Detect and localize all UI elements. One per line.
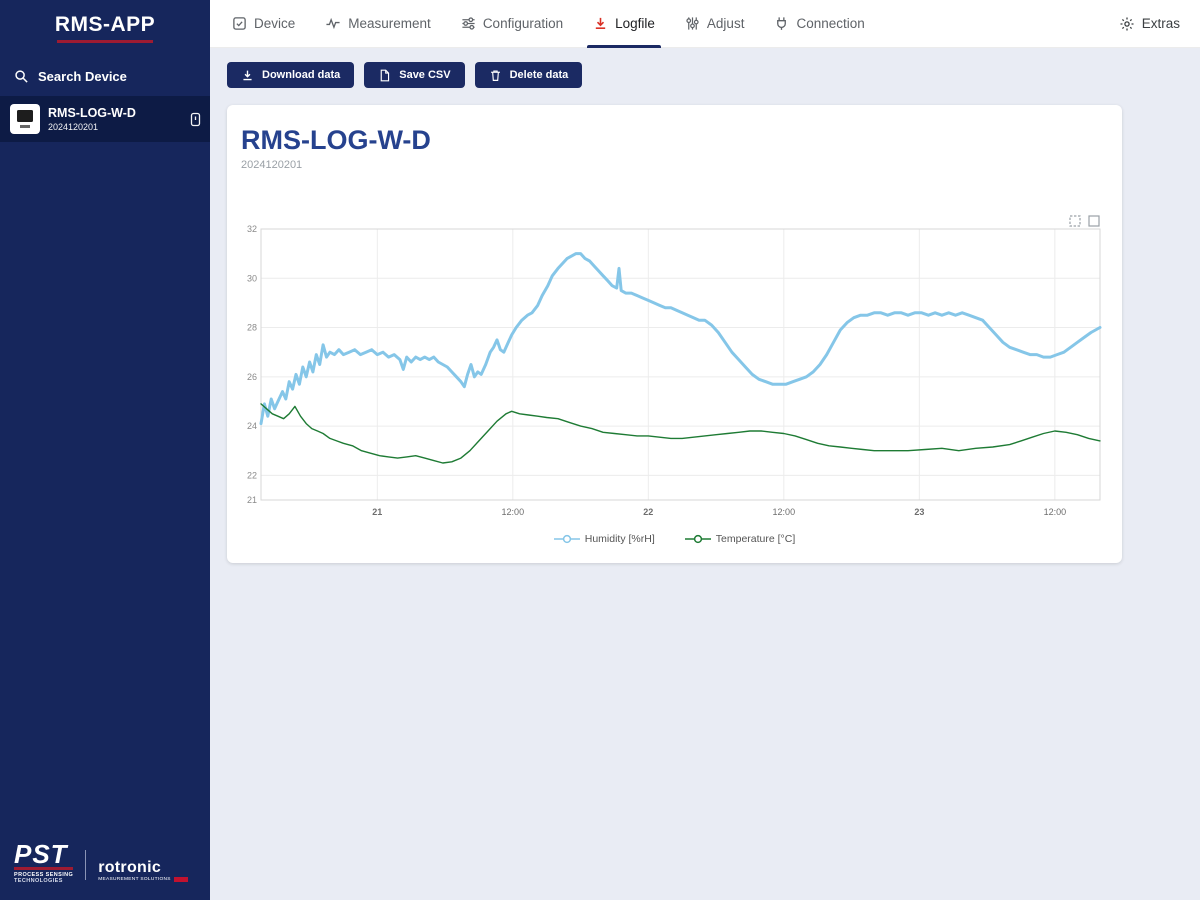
tab-label: Connection — [796, 16, 865, 31]
tab-connection[interactable]: Connection — [774, 0, 865, 48]
extras-label: Extras — [1141, 16, 1180, 31]
logo-divider — [85, 850, 87, 880]
download-icon — [243, 70, 252, 80]
svg-text:21: 21 — [372, 507, 382, 517]
svg-text:23: 23 — [914, 507, 924, 517]
svg-text:26: 26 — [247, 372, 257, 382]
logfile-card: RMS-LOG-W-D 2024120201 21 22 24 26 28 30 32 21 1… — [227, 105, 1122, 563]
connection-icon — [777, 17, 787, 30]
app-title-underline — [57, 40, 153, 43]
save-csv-label: Save CSV — [399, 69, 451, 81]
device-thumbnail-icon — [10, 104, 40, 134]
device-action-icon[interactable] — [189, 112, 202, 127]
main-area: Device Measurement Configuration — [210, 0, 1200, 900]
chart-legend: Humidity [%rH] Temperature [°C] — [241, 533, 1108, 545]
svg-text:24: 24 — [247, 421, 257, 431]
measurement-icon — [326, 17, 340, 30]
svg-text:30: 30 — [247, 273, 257, 283]
delete-data-label: Delete data — [509, 69, 569, 81]
pst-logo-text: PST — [14, 841, 74, 870]
svg-text:21: 21 — [247, 495, 257, 505]
app-title: RMS-APP — [54, 13, 156, 36]
svg-text:28: 28 — [247, 323, 257, 333]
tab-label: Measurement — [348, 16, 431, 31]
save-csv-button[interactable]: Save CSV — [364, 62, 465, 88]
svg-text:22: 22 — [643, 507, 653, 517]
tab-device[interactable]: Device — [232, 0, 295, 48]
rotronic-logo: rotronic MEASUREMENT SOLUTIONS — [98, 860, 188, 884]
device-id: 2024120201 — [48, 122, 99, 132]
line-chart[interactable]: 21 22 24 26 28 30 32 21 12:00 22 12:00 23 12:00 — [241, 223, 1108, 531]
pst-logo-subtext: PROCESS SENSING — [14, 872, 74, 878]
legend-item-temperature[interactable]: Temperature [°C] — [684, 533, 796, 545]
search-icon — [15, 70, 28, 83]
svg-text:12:00: 12:00 — [1044, 507, 1067, 517]
zoom-selection-icon[interactable] — [1069, 215, 1081, 227]
delete-data-button[interactable]: Delete data — [474, 62, 583, 88]
content-area: Download data Save CSV Delete data — [210, 48, 1200, 900]
rotronic-red-chip — [173, 877, 188, 882]
legend-label-temperature: Temperature [°C] — [715, 533, 796, 545]
rotronic-logo-subtext: MEASUREMENT SOLUTIONS — [98, 877, 188, 882]
pst-logo-subtext2: TECHNOLOGIES — [14, 878, 63, 884]
trash-icon — [490, 69, 500, 81]
search-device-label: Search Device — [38, 69, 127, 84]
tab-configuration[interactable]: Configuration — [461, 0, 563, 48]
chart-tools — [1069, 215, 1100, 227]
tab-logfile[interactable]: Logfile — [587, 0, 661, 48]
search-device[interactable]: Search Device — [0, 59, 210, 96]
logfile-download-icon — [595, 17, 606, 29]
device-name: RMS-LOG-W-D — [48, 106, 136, 120]
device-list-item[interactable]: RMS-LOG-W-D 2024120201 — [0, 96, 210, 142]
extras-menu[interactable]: Extras — [1119, 16, 1180, 32]
configuration-icon — [462, 17, 475, 30]
device-icon — [233, 17, 246, 30]
humidity-series-marker-icon — [553, 534, 580, 544]
tab-adjust[interactable]: Adjust — [685, 0, 745, 48]
svg-text:22: 22 — [247, 470, 257, 480]
toolbar: Download data Save CSV Delete data — [227, 62, 1200, 88]
svg-text:12:00: 12:00 — [502, 507, 525, 517]
svg-text:32: 32 — [247, 224, 257, 234]
card-title: RMS-LOG-W-D — [241, 125, 431, 155]
rotronic-logo-text: rotronic — [98, 859, 162, 876]
download-data-button[interactable]: Download data — [227, 62, 355, 88]
download-data-label: Download data — [262, 69, 341, 81]
svg-text:12:00: 12:00 — [773, 507, 796, 517]
top-nav: Device Measurement Configuration — [210, 0, 1200, 48]
tab-measurement[interactable]: Measurement — [325, 0, 431, 48]
reset-zoom-icon[interactable] — [1088, 215, 1100, 227]
tab-label: Adjust — [706, 16, 745, 31]
sidebar: RMS-APP Search Device RMS-LOG-W-D 202412… — [0, 0, 210, 900]
pst-logo: PST PROCESS SENSING TECHNOLOGIES — [14, 841, 74, 884]
adjust-icon — [686, 17, 699, 30]
device-text: RMS-LOG-W-D 2024120201 — [48, 106, 181, 132]
gear-icon — [1120, 17, 1134, 30]
tab-label: Device — [254, 16, 296, 31]
file-icon — [380, 69, 390, 81]
tab-label: Logfile — [615, 16, 655, 31]
tab-label: Configuration — [482, 16, 564, 31]
legend-label-humidity: Humidity [%rH] — [584, 533, 655, 545]
sidebar-footer: PST PROCESS SENSING TECHNOLOGIES rotroni… — [0, 841, 210, 900]
card-subtitle: 2024120201 — [241, 159, 303, 171]
legend-item-humidity[interactable]: Humidity [%rH] — [553, 533, 655, 545]
temperature-series-marker-icon — [684, 534, 711, 544]
